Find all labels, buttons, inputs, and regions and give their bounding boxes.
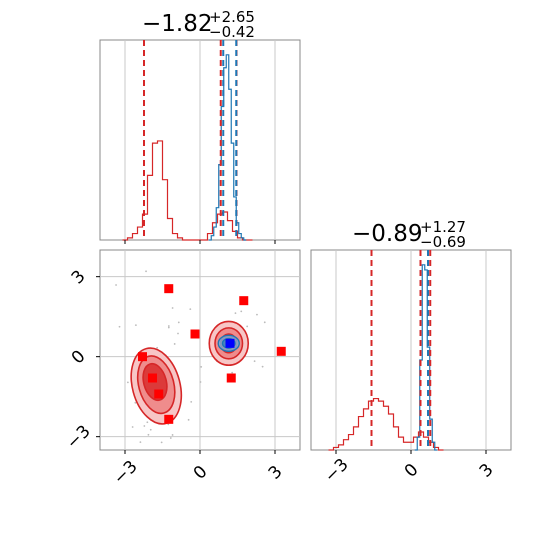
red-square-marker xyxy=(226,373,236,383)
sample-point xyxy=(115,284,117,286)
y-tick-label: −3 xyxy=(63,421,95,453)
red-square-marker xyxy=(164,414,174,424)
sample-point xyxy=(134,324,137,327)
red-square-marker xyxy=(148,373,157,383)
density-contours xyxy=(130,320,250,425)
title-value-param1: −1.82 xyxy=(142,11,212,37)
sample-point xyxy=(160,441,163,444)
red-square-marker xyxy=(190,329,200,339)
sample-point xyxy=(156,346,159,349)
y-tick-label: 0 xyxy=(68,346,90,368)
marginal-histogram-param2: −3 0 3 −0.89 +1.27 −0.69 xyxy=(310,218,512,487)
sample-point xyxy=(145,270,147,273)
title-param1: −1.82 xyxy=(142,11,212,37)
sample-point xyxy=(131,426,134,428)
sample-point xyxy=(200,365,203,368)
x-tick-label: 0 xyxy=(401,460,423,482)
title-value-param2: −0.89 xyxy=(352,221,422,247)
sample-point xyxy=(246,325,249,328)
grid-joint xyxy=(100,250,300,450)
sample-point xyxy=(240,310,243,313)
sample-point xyxy=(146,421,149,424)
sample-point xyxy=(134,401,137,404)
x-ticks-joint: −3 0 3 xyxy=(110,450,287,489)
quantile-lines-param1 xyxy=(143,40,238,240)
red-square-marker xyxy=(138,352,147,362)
sample-point xyxy=(190,400,193,403)
red-square-marker xyxy=(276,346,286,356)
sample-point xyxy=(171,434,174,436)
title-param2: −0.89 xyxy=(352,221,422,247)
x-tick-label: −3 xyxy=(110,457,142,489)
histogram-series-0 xyxy=(328,397,444,451)
sample-point xyxy=(177,321,180,324)
marginal-histogram-param1: −1.82 +2.65 −0.42 xyxy=(99,8,301,244)
sample-point xyxy=(167,326,170,329)
joint-distribution-plot: −3 0 3 3 0 −3 xyxy=(63,249,301,489)
histogram-series-1 xyxy=(414,264,438,451)
sample-point xyxy=(149,428,152,431)
sample-point xyxy=(118,325,121,328)
sample-point xyxy=(167,423,170,426)
sample-point xyxy=(234,312,237,315)
x-tick-label: 0 xyxy=(190,462,212,484)
sample-point xyxy=(263,321,266,324)
sample-point xyxy=(173,343,176,345)
title-plus-param2: +1.27 xyxy=(420,218,466,236)
sample-point xyxy=(177,332,179,335)
y-ticks-joint: 3 0 −3 xyxy=(63,266,100,453)
title-minus-param1: −0.42 xyxy=(209,23,255,41)
histogram-series-0 xyxy=(122,140,253,241)
x-tick-label: −3 xyxy=(321,455,353,487)
sample-point xyxy=(143,425,146,427)
sample-point xyxy=(147,433,150,436)
histograms-param1 xyxy=(122,54,253,241)
injection-markers xyxy=(138,284,286,424)
sample-point xyxy=(167,325,170,327)
x-ticks-param1 xyxy=(124,240,276,244)
grid-param1 xyxy=(124,40,276,240)
sample-point xyxy=(261,365,264,368)
x-tick-label: 3 xyxy=(265,462,287,484)
sample-point xyxy=(171,307,174,309)
sample-point xyxy=(231,371,234,374)
title-plus-param1: +2.65 xyxy=(209,8,255,26)
sample-point xyxy=(169,437,172,439)
blue-square-marker xyxy=(225,338,235,348)
sample-point xyxy=(256,313,258,316)
x-ticks-param2: −3 0 3 xyxy=(321,450,498,487)
sample-point xyxy=(126,381,129,384)
title-minus-param2: −0.69 xyxy=(420,233,466,251)
sample-point xyxy=(253,360,256,363)
red-square-marker xyxy=(164,284,174,294)
red-square-marker xyxy=(154,389,164,399)
histograms-param2 xyxy=(328,264,444,451)
quantile-lines-param2 xyxy=(370,250,432,450)
histogram-series-1 xyxy=(208,54,247,241)
y-tick-label: 3 xyxy=(68,266,90,288)
sample-point xyxy=(189,308,192,311)
x-tick-label: 3 xyxy=(476,460,498,482)
sample-point xyxy=(187,418,190,421)
sample-point xyxy=(199,381,202,383)
red-square-marker xyxy=(239,296,249,306)
grid-param2 xyxy=(335,250,487,450)
sample-point xyxy=(139,441,142,444)
